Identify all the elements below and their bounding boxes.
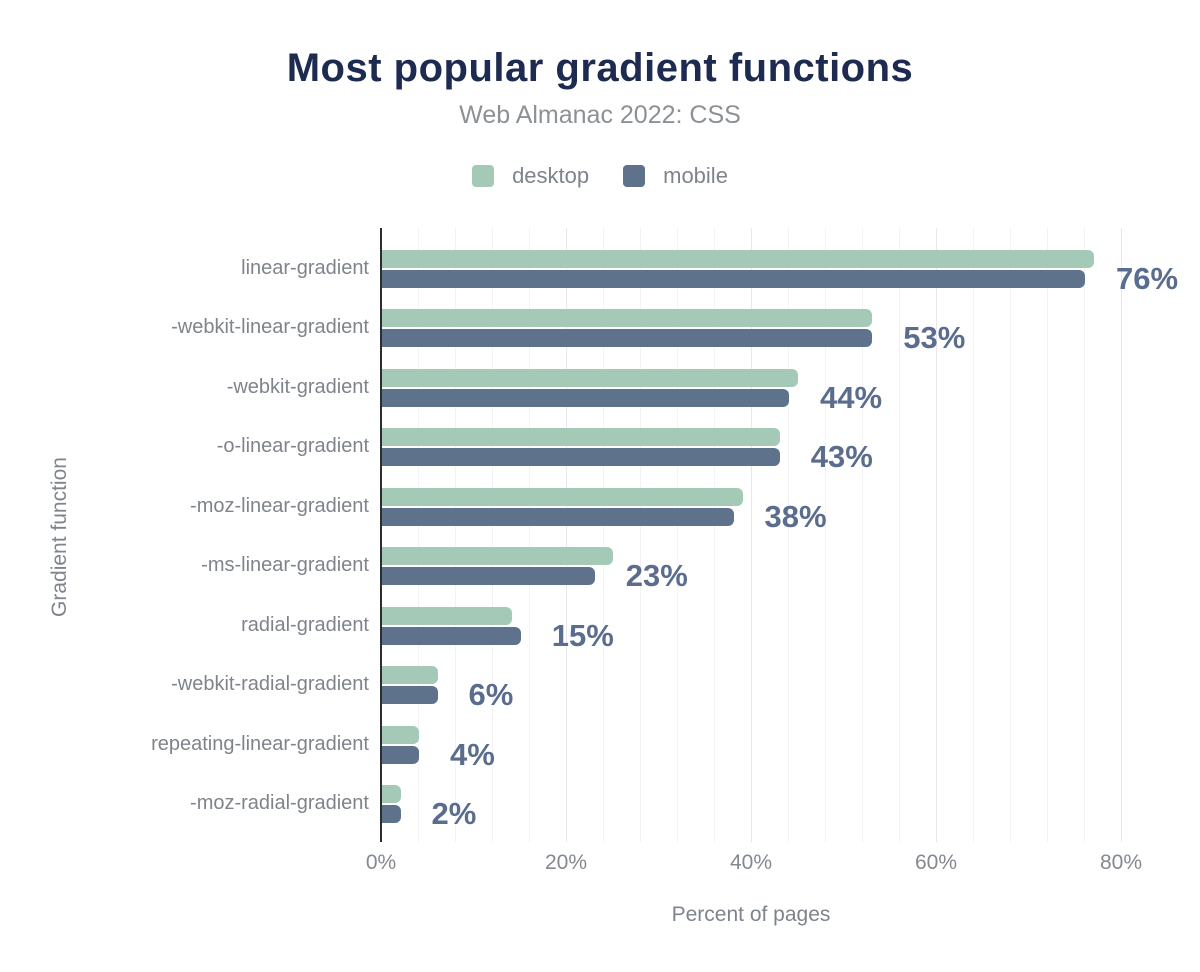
chart-legend: desktop mobile [0,163,1200,189]
minor-gridline [640,228,641,842]
mobile-bar [382,269,1085,288]
category-label: repeating-linear-gradient [151,732,369,755]
desktop-bar [382,428,780,446]
y-axis-title: Gradient function [48,457,71,617]
category-label: -moz-linear-gradient [190,494,369,517]
mobile-bar [382,388,789,407]
mobile-bar [382,626,521,645]
legend-item-mobile: mobile [623,163,728,189]
category-label: -webkit-radial-gradient [171,673,369,695]
category-label: linear-gradient [241,256,369,279]
minor-gridline [418,228,419,842]
minor-gridline [788,228,789,842]
major-gridline [936,228,937,842]
minor-gridline [862,228,863,842]
mobile-bar [382,745,419,764]
minor-gridline [677,228,678,842]
mobile-bar [382,805,401,823]
y-axis-line [380,228,382,842]
mobile-bar [382,507,734,526]
desktop-swatch-icon [472,165,495,187]
category-label: -moz-radial-gradient [190,792,369,814]
value-label: 15% [551,617,614,653]
category-label: -webkit-gradient [226,375,369,398]
value-label: 2% [431,796,477,831]
value-label: 6% [468,677,514,712]
mobile-bar [382,329,873,347]
desktop-bar [382,487,743,506]
major-gridline [566,228,567,842]
mobile-bar [382,567,595,585]
legend-label-mobile: mobile [663,163,728,188]
category-label: -o-linear-gradient [216,435,369,457]
x-tick-label: 0% [365,851,397,874]
value-label: 76% [1116,260,1179,296]
x-tick-label: 80% [1099,851,1143,874]
minor-gridline [492,228,493,842]
desktop-bar [382,666,438,684]
value-label: 44% [820,379,883,415]
value-label: 43% [810,439,873,474]
minor-gridline [1084,228,1085,842]
legend-label-desktop: desktop [512,163,590,188]
desktop-bar [382,309,873,327]
minor-gridline [825,228,826,842]
minor-gridline [899,228,900,842]
desktop-bar [382,249,1095,268]
value-label: 53% [903,320,966,355]
legend-item-desktop: desktop [472,163,589,189]
minor-gridline [529,228,530,842]
value-label: 23% [625,558,688,593]
category-label: -webkit-linear-gradient [171,316,369,338]
minor-gridline [714,228,715,842]
minor-gridline [973,228,974,842]
desktop-bar [382,368,799,387]
value-label: 38% [764,498,827,534]
minor-gridline [603,228,604,842]
minor-gridline [1010,228,1011,842]
desktop-bar [382,606,512,625]
x-axis-title: Percent of pages [671,903,831,926]
desktop-bar [382,547,614,565]
x-tick-label: 40% [729,851,773,874]
x-tick-label: 20% [544,851,588,874]
chart-subtitle: Web Almanac 2022: CSS [459,101,741,129]
mobile-bar [382,686,438,704]
value-label: 4% [450,736,495,772]
minor-gridline [455,228,456,842]
chart-title: Most popular gradient functions [286,46,914,90]
category-label: radial-gradient [241,613,369,636]
desktop-bar [382,785,401,803]
major-gridline [1121,228,1122,842]
desktop-bar [382,725,419,744]
minor-gridline [1047,228,1048,842]
category-label: -ms-linear-gradient [201,554,369,576]
mobile-bar [382,448,780,466]
major-gridline [751,228,752,842]
mobile-swatch-icon [623,165,646,187]
x-tick-label: 60% [914,851,958,874]
